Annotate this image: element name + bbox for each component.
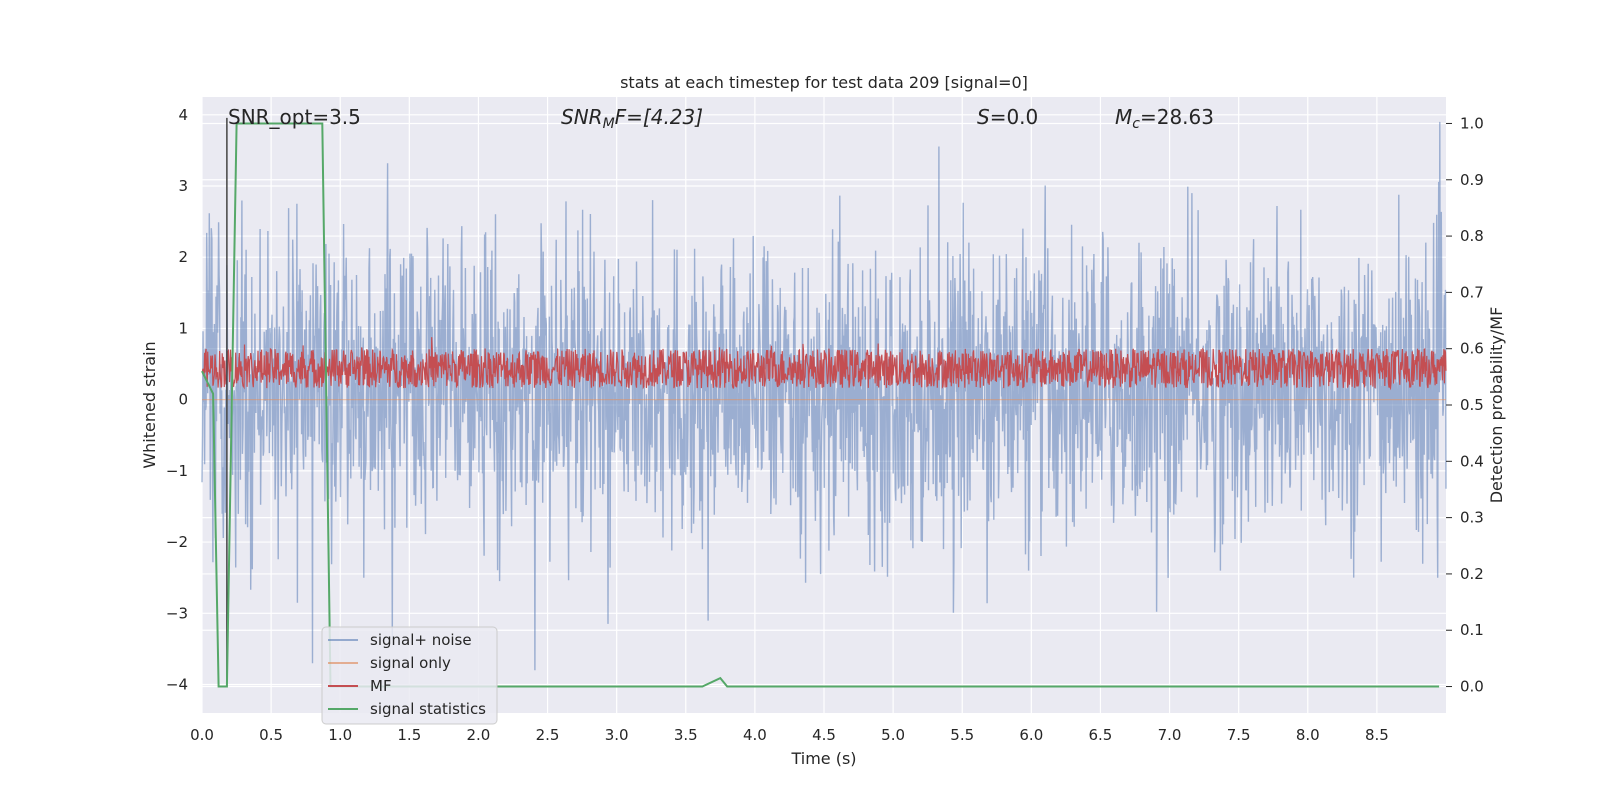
signal-statistics-series — [201, 122, 1440, 688]
x-tick-label: 7.5 — [1227, 726, 1251, 744]
right-y-tick-label: 0.9 — [1460, 171, 1484, 189]
chart-title: stats at each timestep for test data 209… — [620, 73, 1028, 92]
x-axis-ticks: 0.0 0.5 1.0 1.5 2.0 2.5 3.0 3.5 4.0 4.5 5.0 5.5 6.0 6… — [190, 726, 1389, 744]
x-tick-label: 4.5 — [812, 726, 836, 744]
annotation-snr-mf: SNRMF=[4.23] — [561, 105, 703, 132]
x-axis-label: Time (s) — [790, 749, 856, 768]
right-y-tick-label: 0.2 — [1460, 565, 1484, 583]
right-y-tick-label: 0.1 — [1460, 621, 1484, 639]
right-y-axis-ticks: 0.0 0.1 0.2 0.3 0.4 0.5 0.6 0.7 0.8 0.9 1.0 — [1446, 114, 1484, 696]
left-y-tick-label: 2 — [178, 248, 188, 266]
left-y-tick-label: −4 — [166, 676, 188, 694]
annotation-mc: Mc=28.63 — [1115, 105, 1214, 132]
left-y-tick-label: 4 — [178, 106, 188, 124]
x-tick-label: 0.5 — [259, 726, 283, 744]
legend-label-signal-noise: signal+ noise — [370, 631, 472, 649]
right-y-tick-label: 1.0 — [1460, 114, 1484, 132]
signal-noise-series — [201, 121, 1447, 671]
right-y-tick-label: 0.0 — [1460, 678, 1484, 696]
x-tick-label: 0.0 — [190, 726, 214, 744]
x-tick-label: 3.5 — [674, 726, 698, 744]
x-tick-label: 2.0 — [467, 726, 491, 744]
x-tick-label: 3.0 — [605, 726, 629, 744]
right-y-tick-label: 0.7 — [1460, 283, 1484, 301]
right-y-tick-label: 0.6 — [1460, 340, 1484, 358]
right-y-tick-label: 0.8 — [1460, 227, 1484, 245]
right-y-tick-label: 0.3 — [1460, 509, 1484, 527]
series-line-signal-noise — [201, 121, 1447, 671]
left-y-tick-label: 3 — [178, 177, 188, 195]
mf-series — [201, 337, 1447, 391]
right-y-tick-label: 0.5 — [1460, 396, 1484, 414]
x-tick-label: 5.0 — [881, 726, 905, 744]
x-tick-label: 6.0 — [1019, 726, 1043, 744]
left-y-tick-label: 1 — [178, 319, 188, 337]
x-tick-label: 5.5 — [950, 726, 974, 744]
right-y-axis-label: Detection probability/MF — [1487, 307, 1506, 504]
annotation-snr-opt: SNR_opt=3.5 — [228, 105, 361, 129]
legend-label-mf: MF — [370, 677, 392, 695]
x-tick-label: 8.0 — [1296, 726, 1320, 744]
x-tick-label: 1.0 — [328, 726, 352, 744]
legend-label-signal-statistics: signal statistics — [370, 700, 486, 718]
x-tick-label: 1.5 — [397, 726, 421, 744]
x-tick-label: 4.0 — [743, 726, 767, 744]
left-y-axis-label: Whitened strain — [140, 341, 159, 468]
x-tick-label: 6.5 — [1089, 726, 1113, 744]
legend: signal+ noise signal only MF signal stat… — [321, 626, 498, 725]
legend-label-signal-only: signal only — [370, 654, 451, 672]
x-tick-label: 7.0 — [1158, 726, 1182, 744]
legend-box — [321, 626, 498, 725]
left-y-axis-ticks: −4 −3 −2 −1 0 1 2 3 4 — [166, 106, 188, 694]
series-line-signal-statistics — [201, 122, 1440, 688]
x-tick-label: 8.5 — [1365, 726, 1389, 744]
left-y-tick-label: −3 — [166, 604, 188, 622]
right-y-tick-label: 0.4 — [1460, 452, 1484, 470]
annotation-s: S=0.0 — [977, 105, 1038, 129]
x-tick-label: 2.5 — [536, 726, 560, 744]
left-y-tick-label: 0 — [178, 391, 188, 409]
left-y-tick-label: −1 — [166, 462, 188, 480]
series-line-mf — [201, 337, 1447, 391]
left-y-tick-label: −2 — [166, 533, 188, 551]
